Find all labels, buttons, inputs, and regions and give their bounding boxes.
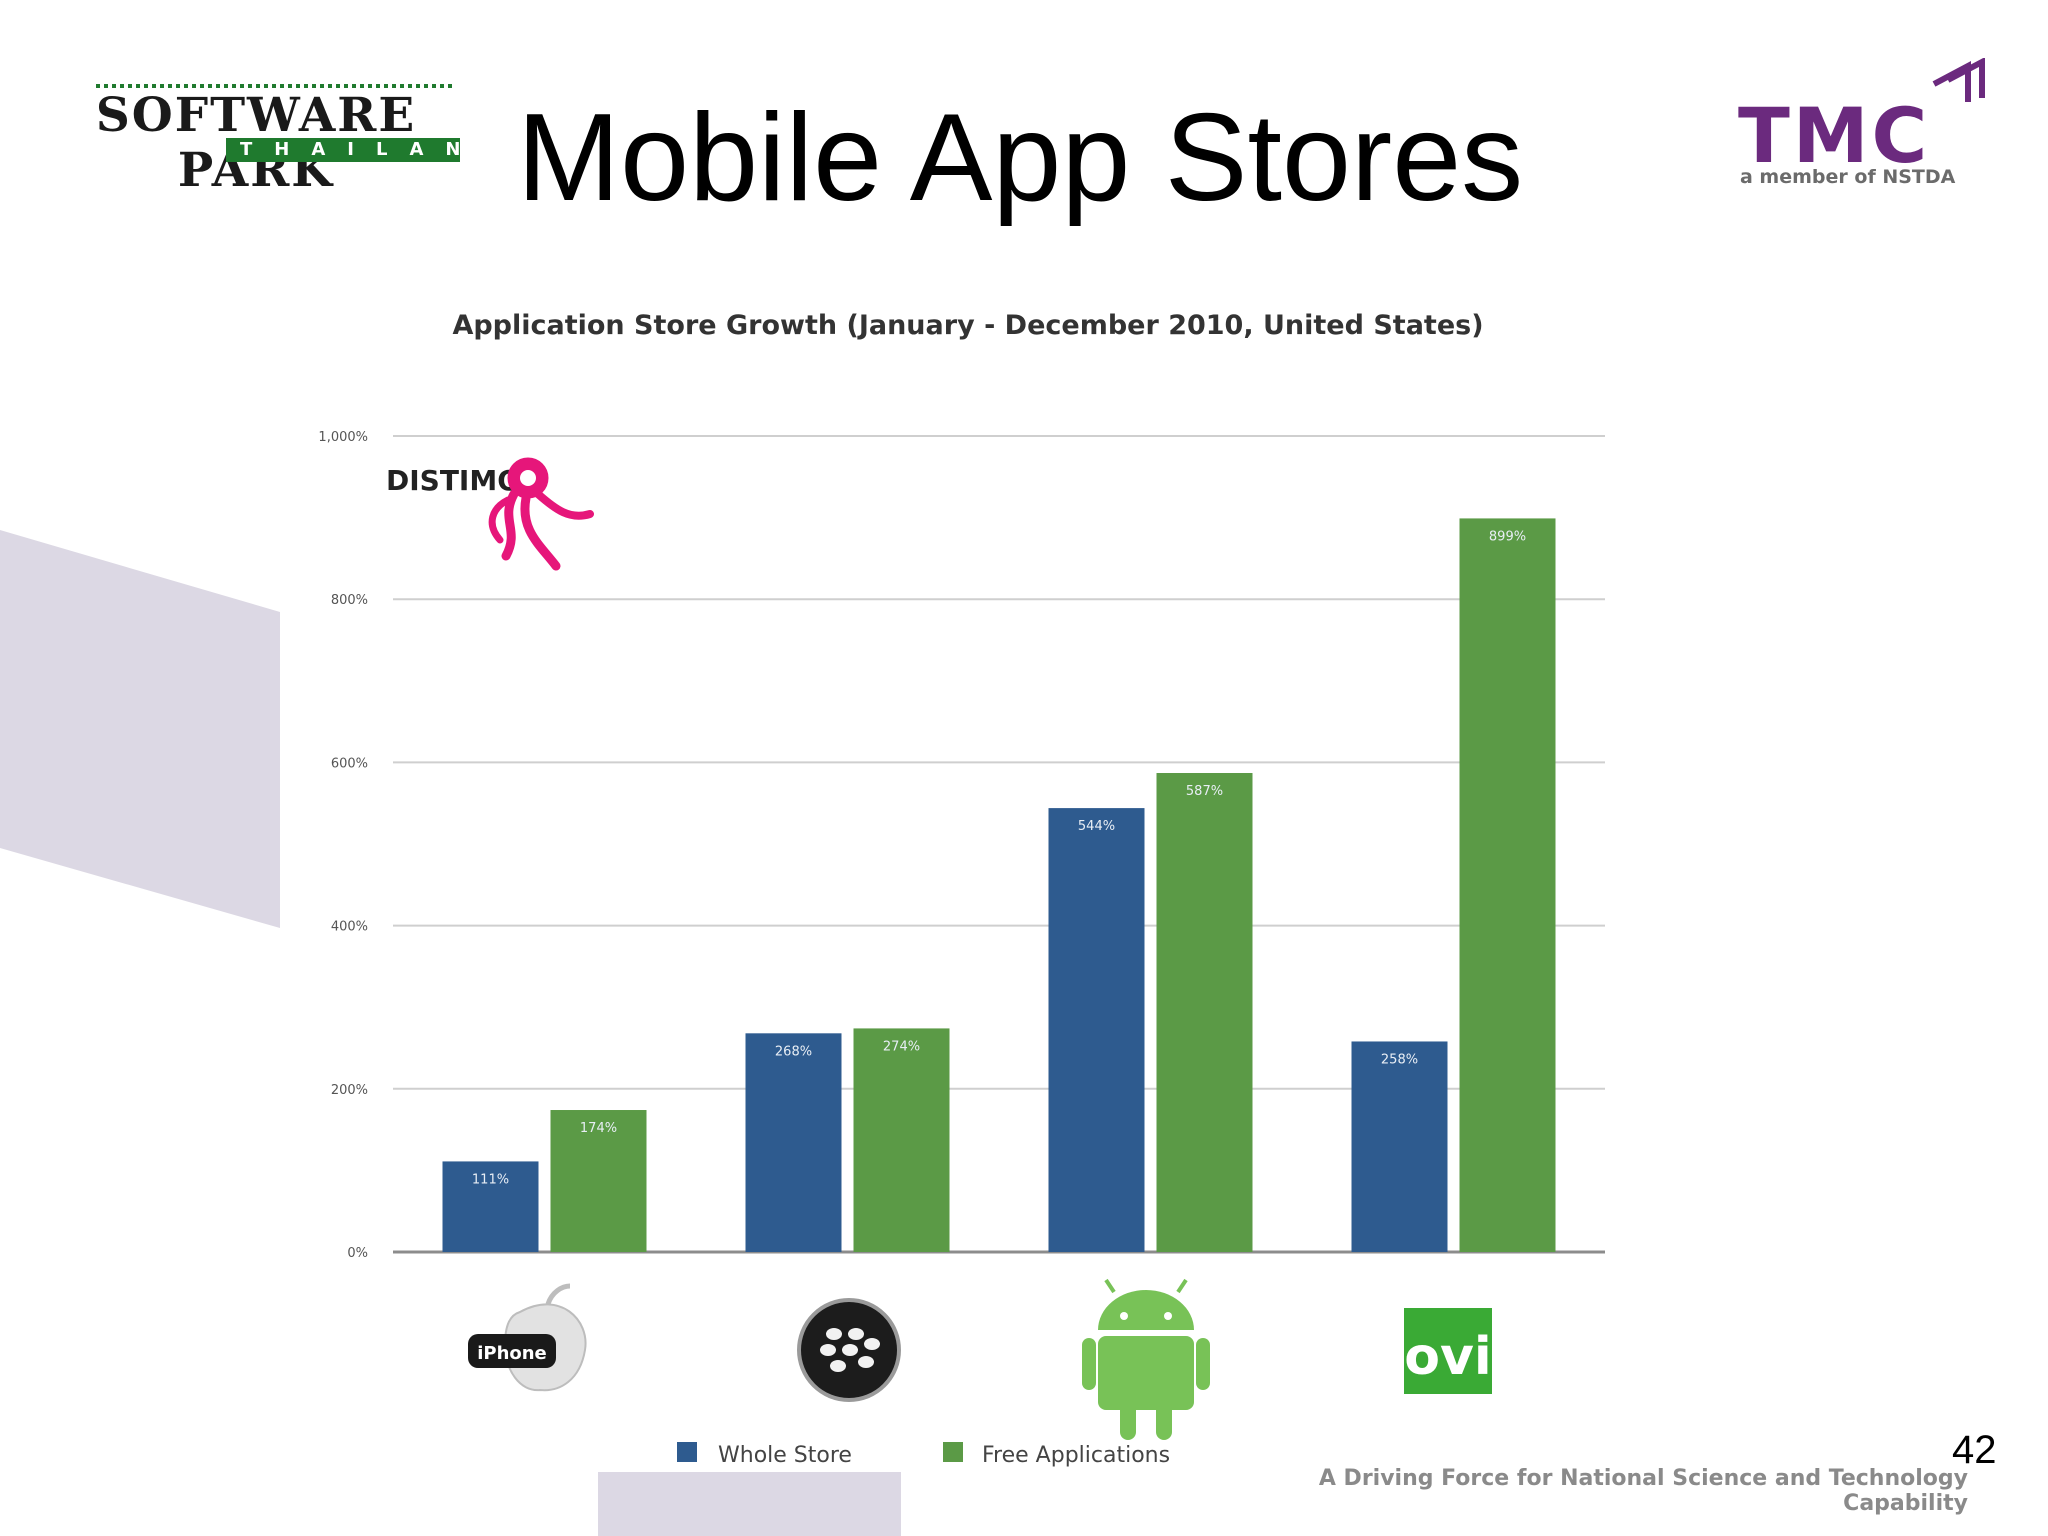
- blackberry-icon: [797, 1298, 901, 1402]
- bar-free-applications: [1459, 518, 1556, 1252]
- bar-value-label: 544%: [1078, 819, 1115, 834]
- y-tick-label: 800%: [331, 593, 368, 608]
- bar-free-applications: [550, 1110, 647, 1252]
- bar-free-applications: [1156, 773, 1253, 1252]
- page-number: 42: [1952, 1428, 1997, 1472]
- bar-whole-store: [1351, 1041, 1448, 1252]
- logo-hatch: [96, 84, 456, 88]
- ovi-icon: ovi: [1404, 1308, 1492, 1394]
- tmc-logo-name: TMC: [1738, 91, 1931, 180]
- chart-title: Application Store Growth (January - Dece…: [452, 310, 1483, 341]
- bar-value-label: 111%: [472, 1172, 509, 1187]
- y-tick-labels: 0% 200% 400% 600% 800% 1,000%: [318, 430, 368, 1261]
- footer-tagline: A Driving Force for National Science and…: [1318, 1466, 1968, 1516]
- apple-icon: iPhone: [468, 1283, 587, 1392]
- y-tick-label: 0%: [347, 1246, 368, 1261]
- bar-value-label: 174%: [580, 1121, 617, 1136]
- bar-value-label: 268%: [775, 1044, 812, 1059]
- software-park-logo: SOFTWARE PARK THAILAND: [56, 84, 497, 198]
- bar-whole-store: [442, 1161, 539, 1252]
- tmc-mark-icon: [1932, 58, 1985, 102]
- legend-swatch-free-applications: [943, 1442, 963, 1462]
- distimo-logo: DISTIMO: [386, 457, 594, 571]
- bar-value-label: 587%: [1186, 784, 1223, 799]
- bar-whole-store: [1048, 808, 1145, 1252]
- octopus-icon: [488, 457, 594, 571]
- tmc-logo: TMC a member of NSTDA: [1738, 58, 1998, 190]
- y-tick-label: 600%: [331, 756, 368, 771]
- iphone-label: iPhone: [477, 1343, 547, 1364]
- android-icon: [1082, 1278, 1210, 1440]
- software-park-logo-sub: THAILAND: [226, 138, 497, 162]
- slide-title: Mobile App Stores: [516, 89, 1524, 227]
- legend-label-whole-store: Whole Store: [718, 1443, 852, 1468]
- bars: [442, 518, 1556, 1252]
- bar-whole-store: [745, 1033, 842, 1252]
- data-labels: 111% 174% 268% 274% 544% 587% 258% 899%: [472, 529, 1526, 1187]
- y-tick-label: 400%: [331, 920, 368, 935]
- bar-value-label: 258%: [1381, 1052, 1418, 1067]
- distimo-logo-text: DISTIMO: [386, 464, 521, 497]
- ovi-label: ovi: [1404, 1327, 1491, 1387]
- y-tick-label: 1,000%: [318, 430, 368, 445]
- tmc-logo-sub: a member of NSTDA: [1740, 166, 1956, 188]
- y-tick-label: 200%: [331, 1083, 368, 1098]
- bar-value-label: 899%: [1489, 529, 1526, 544]
- legend-swatch-whole-store: [677, 1442, 697, 1462]
- decorative-shape: [0, 530, 280, 928]
- chart-legend: Whole Store Free Applications: [677, 1442, 1170, 1468]
- decorative-block: [598, 1472, 901, 1536]
- legend-label-free-applications: Free Applications: [982, 1443, 1170, 1468]
- bar-value-label: 274%: [883, 1039, 920, 1054]
- bar-free-applications: [853, 1028, 950, 1252]
